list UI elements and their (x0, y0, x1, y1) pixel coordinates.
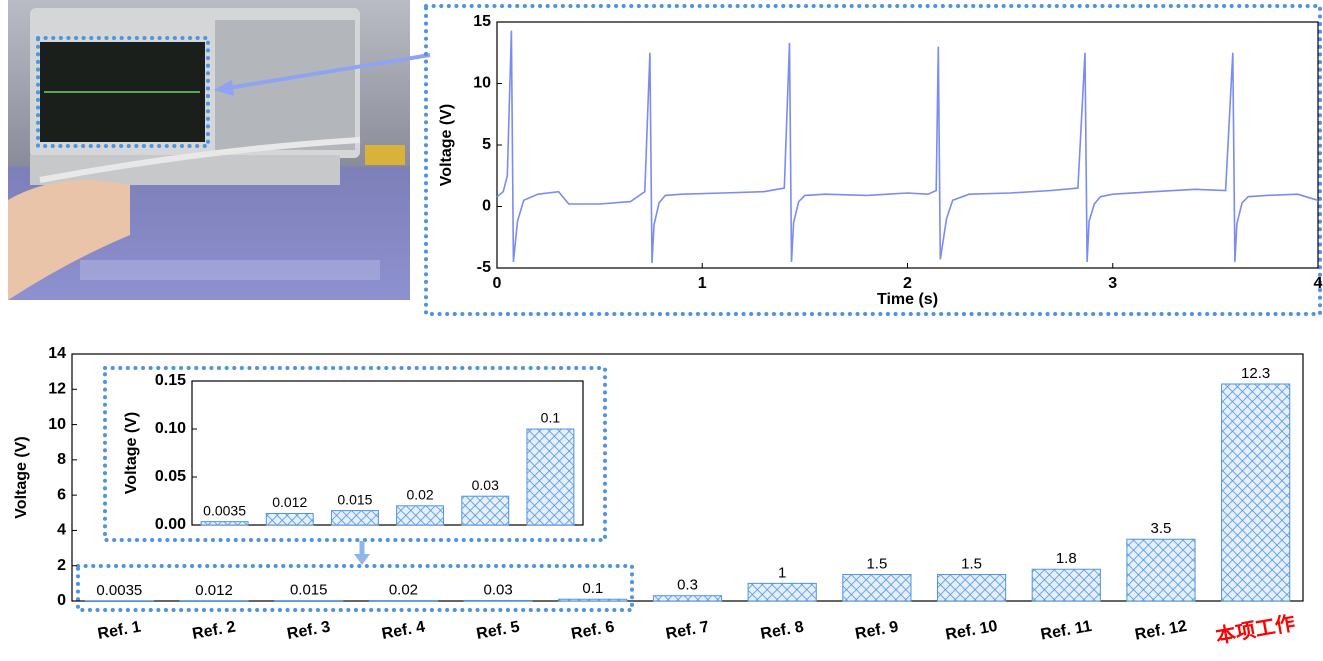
value-label: 1.8 (1056, 550, 1077, 567)
y-tick-label: 0 (57, 592, 66, 609)
y-axis-label: Voltage (V) (123, 412, 140, 494)
y-tick-label: 0.00 (155, 516, 186, 533)
y-axis-label: Voltage (V) (13, 436, 30, 518)
bar (200, 521, 249, 526)
x-tick-label: Ref. 10 (944, 618, 999, 644)
y-tick-label: 0.15 (155, 372, 186, 389)
plot-frame (496, 21, 1319, 269)
value-label: 0.015 (337, 491, 372, 507)
y-tick-label: -5 (477, 259, 491, 276)
y-tick-label: 5 (482, 136, 491, 153)
y-tick-label: 8 (57, 451, 66, 468)
y-tick-label: 0.05 (155, 468, 186, 485)
y-tick-label: 0 (482, 198, 491, 215)
bar (84, 600, 154, 603)
y-tick-label: 14 (48, 345, 66, 362)
x-tick-label: Ref. 12 (1134, 618, 1189, 644)
value-label: 12.3 (1241, 365, 1270, 382)
bar (1221, 383, 1291, 602)
y-axis-label: Voltage (V) (438, 104, 455, 186)
x-tick-label: Ref. 2 (191, 619, 237, 643)
value-label: 0.02 (389, 582, 418, 599)
panel-border (424, 4, 1322, 316)
plot-frame (191, 380, 584, 526)
value-label: 0.012 (272, 494, 307, 510)
bar (526, 428, 575, 526)
value-label: 1.5 (961, 556, 982, 573)
bar (368, 600, 439, 602)
x-tick-label: Ref. 7 (665, 619, 711, 643)
y-tick-label: 0.10 (155, 420, 186, 437)
x-tick-label: 4 (1314, 275, 1323, 292)
value-label: 0.02 (406, 487, 433, 503)
value-label: 0.3 (677, 577, 698, 594)
y-tick-label: 15 (473, 13, 491, 30)
y-tick-label: 10 (473, 75, 491, 92)
x-tick-label: Ref. 6 (570, 619, 616, 643)
x-tick-label: Ref. 9 (854, 619, 900, 643)
y-tick-label: 12 (48, 381, 66, 398)
bar (652, 595, 723, 602)
highlight-box (76, 564, 634, 612)
bar (265, 512, 314, 526)
value-label: 1.5 (866, 556, 887, 573)
bar (396, 505, 445, 526)
screen-highlight (36, 36, 210, 148)
x-tick-label: Ref. 11 (1039, 618, 1093, 644)
value-label: 0.03 (472, 477, 499, 493)
value-label: 0.1 (541, 410, 561, 426)
x-tick-label: Ref. 5 (475, 619, 521, 643)
value-label: 0.012 (195, 582, 233, 599)
arrow (214, 53, 431, 96)
x-tick-label: 0 (493, 275, 502, 292)
photo (8, 0, 410, 300)
y-tick-label: 2 (57, 557, 66, 574)
bar (842, 574, 912, 602)
value-label: 0.03 (484, 581, 513, 598)
value-label: 0.0035 (203, 502, 246, 518)
bar (558, 598, 628, 602)
bar (463, 599, 533, 602)
bar (1031, 568, 1101, 602)
line-series (496, 30, 1319, 264)
bar (330, 510, 379, 526)
bar (936, 574, 1007, 602)
x-tick-label: 1 (698, 275, 707, 292)
y-tick-label: 10 (48, 416, 66, 433)
x-tick-label: Ref. 4 (380, 619, 426, 643)
x-tick-label: Ref. 1 (96, 619, 142, 643)
x-tick-label: 本项工作 (1214, 611, 1297, 649)
bar (1126, 538, 1196, 602)
x-tick-label: 2 (903, 275, 912, 292)
value-label: 0.015 (290, 582, 328, 599)
x-tick-label: Ref. 8 (759, 619, 805, 643)
x-tick-label: 3 (1108, 275, 1117, 292)
bar (747, 582, 817, 602)
y-tick-label: 4 (57, 522, 66, 539)
value-label: 0.0035 (96, 582, 142, 599)
bar (179, 600, 249, 602)
value-label: 0.1 (582, 580, 603, 597)
x-tick-label: Ref. 3 (286, 619, 332, 643)
plot-frame (71, 353, 1304, 602)
y-tick-label: 6 (57, 486, 66, 503)
x-axis-label: Time (s) (877, 291, 938, 308)
bar (461, 495, 510, 526)
inset-border (103, 366, 607, 542)
value-label: 3.5 (1151, 520, 1172, 537)
bar (274, 600, 344, 602)
value-label: 1 (778, 564, 786, 581)
inset-arrow (354, 541, 370, 565)
